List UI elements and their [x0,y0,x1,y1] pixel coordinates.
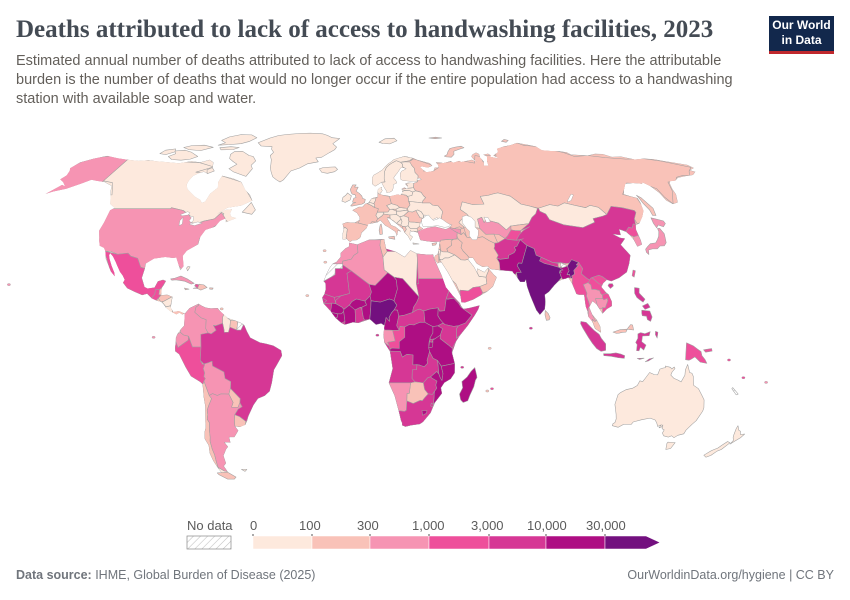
svg-text:300: 300 [357,518,379,533]
svg-text:3,000: 3,000 [471,518,504,533]
svg-text:100: 100 [299,518,321,533]
svg-text:0: 0 [250,518,257,533]
svg-text:1,000: 1,000 [412,518,445,533]
svg-text:10,000: 10,000 [527,518,567,533]
svg-text:30,000: 30,000 [586,518,626,533]
svg-text:No data: No data [187,518,233,533]
